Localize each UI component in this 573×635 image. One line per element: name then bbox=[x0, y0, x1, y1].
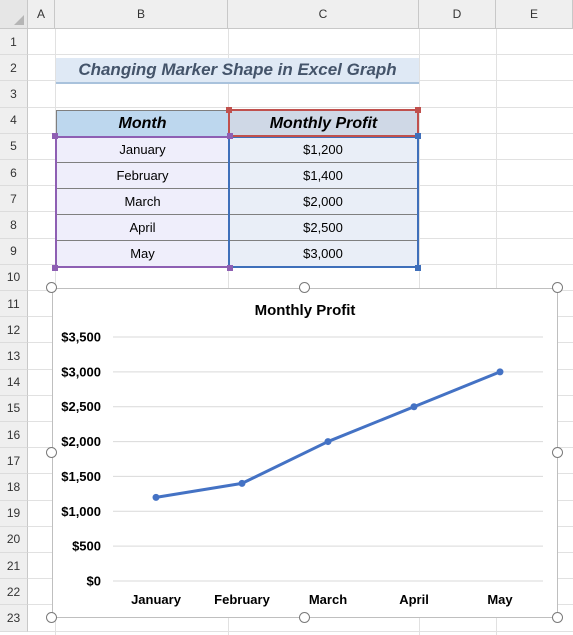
y-tick-label: $1,000 bbox=[61, 504, 101, 519]
x-tick-label: January bbox=[131, 592, 182, 607]
range-handle[interactable] bbox=[52, 265, 58, 271]
data-point-marker[interactable] bbox=[410, 403, 418, 411]
line-chart[interactable]: Monthly Profit $0 $500 $1,000 $1,500 $2,000 $… bbox=[52, 288, 558, 618]
cell-profit[interactable]: $1,200 bbox=[229, 137, 418, 163]
resize-handle[interactable] bbox=[299, 612, 310, 623]
chart-plot: Monthly Profit $0 $500 $1,000 $1,500 $2,000 $… bbox=[61, 302, 543, 607]
row-header-3[interactable]: 3 bbox=[0, 81, 28, 108]
row-header-19[interactable]: 19 bbox=[0, 500, 28, 527]
header-month[interactable]: Month bbox=[56, 110, 229, 137]
sheet-title-cell[interactable]: Changing Marker Shape in Excel Graph bbox=[56, 58, 419, 84]
row-header-7[interactable]: 7 bbox=[0, 186, 28, 213]
cell-profit[interactable]: $2,500 bbox=[229, 215, 418, 241]
row-header-18[interactable]: 18 bbox=[0, 474, 28, 501]
y-tick-label: $2,000 bbox=[61, 434, 101, 449]
column-header-a[interactable]: A bbox=[28, 0, 55, 29]
row-header-10[interactable]: 10 bbox=[0, 264, 28, 291]
row-gridline bbox=[28, 54, 573, 56]
y-tick-label: $500 bbox=[72, 539, 101, 554]
row-header-14[interactable]: 14 bbox=[0, 369, 28, 396]
row-header-12[interactable]: 12 bbox=[0, 317, 28, 344]
cell-profit[interactable]: $3,000 bbox=[229, 241, 418, 267]
row-header-16[interactable]: 16 bbox=[0, 422, 28, 449]
row-header-9[interactable]: 9 bbox=[0, 238, 28, 265]
range-handle[interactable] bbox=[415, 133, 421, 139]
column-header-d[interactable]: D bbox=[419, 0, 496, 29]
data-point-marker[interactable] bbox=[152, 493, 160, 501]
range-handle[interactable] bbox=[415, 265, 421, 271]
data-point-marker[interactable] bbox=[324, 438, 332, 446]
cell-month[interactable]: February bbox=[56, 163, 229, 189]
column-header-c[interactable]: C bbox=[228, 0, 419, 29]
resize-handle[interactable] bbox=[46, 612, 57, 623]
cell-month[interactable]: March bbox=[56, 189, 229, 215]
row-header-5[interactable]: 5 bbox=[0, 133, 28, 160]
row-header-13[interactable]: 13 bbox=[0, 343, 28, 370]
table-row: May $3,000 bbox=[56, 241, 418, 267]
range-handle[interactable] bbox=[52, 133, 58, 139]
data-point-marker[interactable] bbox=[238, 479, 246, 487]
resize-handle[interactable] bbox=[552, 612, 563, 623]
cell-month[interactable]: January bbox=[56, 137, 229, 163]
range-handle[interactable] bbox=[415, 107, 421, 113]
range-handle[interactable] bbox=[227, 265, 233, 271]
row-header-15[interactable]: 15 bbox=[0, 395, 28, 422]
y-tick-label: $1,500 bbox=[61, 469, 101, 484]
resize-handle[interactable] bbox=[552, 447, 563, 458]
range-handle[interactable] bbox=[226, 107, 232, 113]
row-header-23[interactable]: 23 bbox=[0, 605, 28, 632]
row-header-20[interactable]: 20 bbox=[0, 526, 28, 553]
series-line[interactable] bbox=[155, 370, 501, 499]
header-monthly-profit[interactable]: Monthly Profit bbox=[229, 110, 418, 137]
table-row: March $2,000 bbox=[56, 189, 418, 215]
y-tick-label: $2,500 bbox=[61, 399, 101, 414]
x-tick-label: April bbox=[399, 592, 429, 607]
row-header-11[interactable]: 11 bbox=[0, 291, 28, 318]
row-gridline bbox=[28, 106, 573, 108]
resize-handle[interactable] bbox=[46, 447, 57, 458]
x-tick-label: February bbox=[214, 592, 270, 607]
row-header-1[interactable]: 1 bbox=[0, 29, 28, 56]
y-tick-label: $0 bbox=[87, 574, 101, 589]
row-header-4[interactable]: 4 bbox=[0, 107, 28, 134]
x-tick-label: March bbox=[309, 592, 347, 607]
resize-handle[interactable] bbox=[552, 282, 563, 293]
row-header-6[interactable]: 6 bbox=[0, 160, 28, 187]
row-header-17[interactable]: 17 bbox=[0, 448, 28, 475]
table-row: February $1,400 bbox=[56, 163, 418, 189]
row-header-21[interactable]: 21 bbox=[0, 553, 28, 580]
y-tick-label: $3,000 bbox=[61, 364, 101, 379]
row-header-2[interactable]: 2 bbox=[0, 55, 28, 82]
row-header-8[interactable]: 8 bbox=[0, 212, 28, 239]
row-header-22[interactable]: 22 bbox=[0, 579, 28, 606]
resize-handle[interactable] bbox=[299, 282, 310, 293]
cell-month[interactable]: April bbox=[56, 215, 229, 241]
table-row: April $2,500 bbox=[56, 215, 418, 241]
table-row: January $1,200 bbox=[56, 137, 418, 163]
x-tick-label: May bbox=[487, 592, 513, 607]
cell-month[interactable]: May bbox=[56, 241, 229, 267]
resize-handle[interactable] bbox=[46, 282, 57, 293]
chart-title[interactable]: Monthly Profit bbox=[255, 302, 356, 319]
range-handle[interactable] bbox=[227, 133, 233, 139]
y-tick-label: $3,500 bbox=[61, 330, 101, 345]
column-header-b[interactable]: B bbox=[55, 0, 228, 29]
cell-profit[interactable]: $1,400 bbox=[229, 163, 418, 189]
data-point-marker[interactable] bbox=[496, 368, 504, 376]
column-header-e[interactable]: E bbox=[496, 0, 573, 29]
row-gridline bbox=[28, 630, 573, 632]
select-all-corner[interactable] bbox=[0, 0, 28, 29]
cell-profit[interactable]: $2,000 bbox=[229, 189, 418, 215]
select-all-triangle-icon bbox=[14, 15, 24, 25]
